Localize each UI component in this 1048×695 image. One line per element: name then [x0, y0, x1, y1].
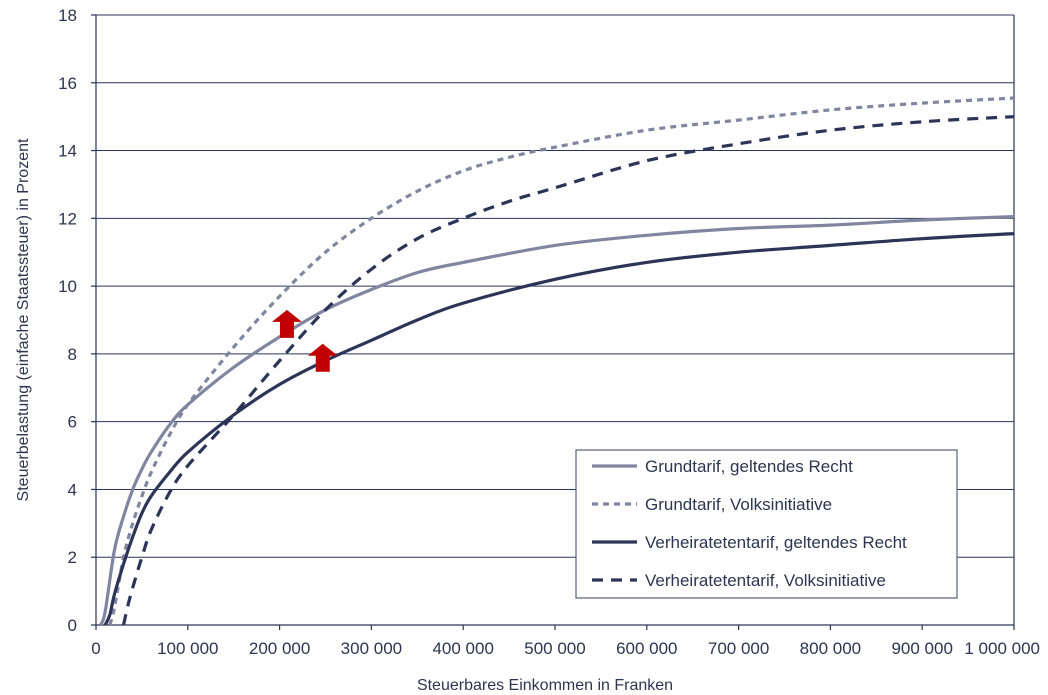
series-line-1	[99, 215, 1015, 626]
x-axis-title: Steuerbares Einkommen in Franken	[417, 677, 673, 694]
annotations	[271, 309, 338, 372]
series-line-2	[108, 96, 1015, 626]
series-line-4	[121, 115, 1015, 626]
series-line-3	[103, 232, 1015, 626]
x-tick-label-200000: 200 000	[249, 639, 310, 658]
x-tick-label-800000: 800 000	[800, 639, 861, 658]
y-axis-title: Steuerbelastung (einfache Staatssteuer) …	[15, 138, 32, 501]
x-tick-label-1000000: 1 000 000	[964, 639, 1040, 658]
x-tick-label-100000: 100 000	[157, 639, 218, 658]
series-lines	[99, 96, 1015, 626]
red-up-arrow-1	[271, 309, 302, 338]
legend: Grundtarif, geltendes Recht Grundtarif, V…	[575, 449, 958, 599]
y-tick-label-16: 16	[58, 74, 77, 93]
y-tick-label-14: 14	[58, 142, 77, 161]
legend-label-3: Verheiratetentarif, geltendes Recht	[645, 533, 907, 552]
y-tick-label-12: 12	[58, 209, 77, 228]
y-tick-label-6: 6	[68, 413, 77, 432]
legend-label-1: Grundtarif, geltendes Recht	[645, 457, 853, 476]
red-up-arrow-2	[307, 343, 338, 372]
legend-box	[575, 449, 958, 599]
grid	[96, 14, 1014, 558]
legend-label-2: Grundtarif, Volksinitiative	[645, 495, 832, 514]
x-tick-label-500000: 500 000	[524, 639, 585, 658]
x-tick-label-700000: 700 000	[708, 639, 769, 658]
legend-label-4: Verheiratetentarif, Volksinitiative	[645, 571, 886, 590]
x-tick-label-300000: 300 000	[341, 639, 402, 658]
y-tick-labels: 0 2 4 6 8 10 12 14 16 18	[58, 6, 77, 635]
y-tick-label-0: 0	[68, 616, 77, 635]
x-tick-label-0: 0	[91, 639, 100, 658]
x-tick-label-900000: 900 000	[891, 639, 952, 658]
x-tick-labels: 0 100 000 200 000 300 000 400 000 500 000 600 …	[91, 639, 1040, 658]
y-tick-label-4: 4	[68, 480, 77, 499]
y-tick-label-2: 2	[68, 548, 77, 567]
x-tick-label-600000: 600 000	[616, 639, 677, 658]
y-tick-label-8: 8	[68, 345, 77, 364]
x-tick-label-400000: 400 000	[432, 639, 493, 658]
y-tick-label-18: 18	[58, 6, 77, 25]
axes	[91, 14, 1015, 630]
y-tick-label-10: 10	[58, 277, 77, 296]
